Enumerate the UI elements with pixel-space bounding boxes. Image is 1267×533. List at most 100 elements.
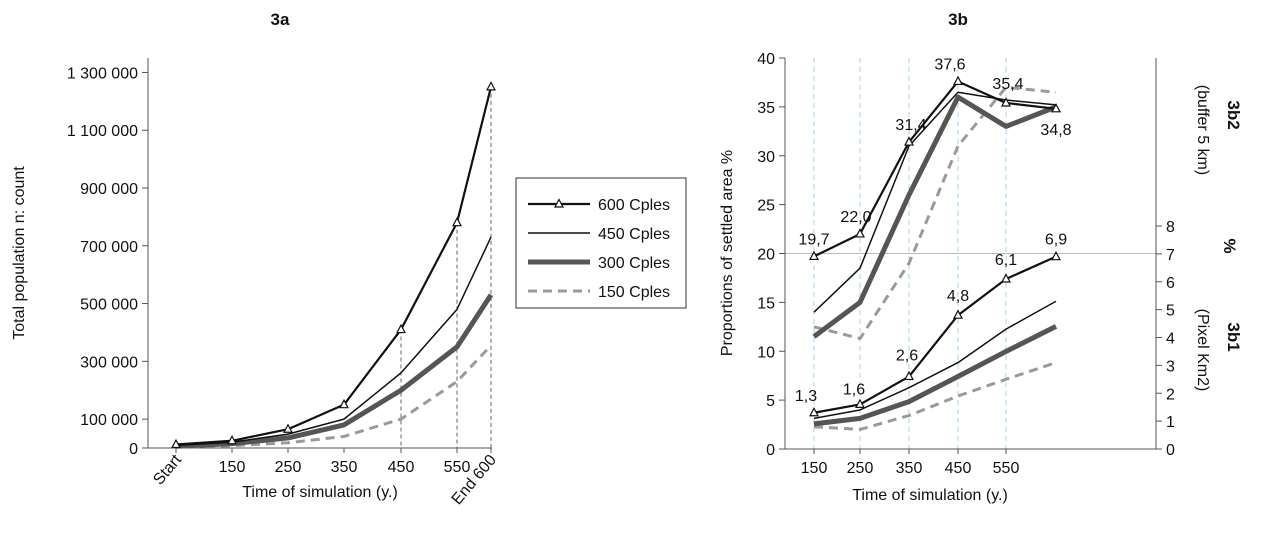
chart-3b-point-marker — [809, 250, 819, 261]
chart-3b-y-tick-label: 25 — [757, 198, 775, 215]
chart-3b1-data-label: 6,1 — [995, 252, 1017, 269]
chart-3b-b1-series-line — [813, 361, 1057, 431]
chart-3b-y-tick-label: 0 — [766, 442, 775, 459]
chart-3b-y-tick-label: 15 — [757, 295, 775, 312]
chart-3b-y-label: Proportions of settled area % — [719, 150, 736, 356]
chart-3a-point-marker — [486, 81, 496, 91]
chart-3b-x-tick-label: 150 — [801, 460, 828, 477]
chart-3b-y-tick-label: 30 — [757, 149, 775, 166]
chart-3a-x-tick-label: 350 — [331, 459, 358, 476]
chart-3b-point-marker — [904, 136, 914, 146]
legend-items: 600 Cples 450 Cples 300 Cples 150 Cples — [528, 197, 670, 301]
chart-3b-y2-tick-label: 4 — [1166, 331, 1175, 348]
chart-3b-y-tick-label: 35 — [757, 100, 775, 117]
chart-3a-series-line — [175, 344, 493, 449]
legend-label: 300 Cples — [598, 255, 670, 272]
chart-3a-y-tick-label: 100 000 — [80, 412, 138, 429]
chart-3a-y-tick-label: 1 300 000 — [67, 65, 138, 82]
chart-3b-point-marker — [1051, 250, 1061, 261]
chart-3b1-data-label: 4,8 — [947, 288, 969, 305]
chart-3b1-data-label: 2,6 — [896, 348, 918, 365]
chart-3b-point-marker — [855, 398, 865, 408]
chart-3b2-data-label: 31,4 — [895, 117, 926, 134]
legend: 600 Cples 450 Cples 300 Cples 150 Cples — [515, 177, 687, 309]
chart-3a-y-tick-label: 900 000 — [80, 181, 138, 198]
chart-3a-x-tick-label: Start — [150, 451, 185, 488]
chart-3a-point-marker — [283, 423, 293, 433]
chart-3b-title: 3b — [948, 10, 968, 29]
chart-3a-y-tick-label: 300 000 — [80, 354, 138, 371]
chart-3a-series-line — [175, 236, 492, 447]
chart-3b-y2-tick-label: 7 — [1166, 247, 1175, 264]
chart-3a-point-marker — [171, 438, 181, 449]
chart-3a-point-marker — [339, 398, 349, 409]
chart-3b2-data-label: 37,6 — [934, 56, 965, 73]
chart-3b-y-tick-label: 40 — [757, 51, 775, 68]
chart-3b-percent-label: % — [1220, 238, 1239, 253]
chart-3a-series — [171, 81, 496, 449]
chart-3b-point-marker — [953, 75, 963, 86]
chart-3b-y2-tick-label: 2 — [1166, 386, 1175, 403]
chart-3b-point-marker — [904, 370, 914, 381]
chart-3b-series — [809, 75, 1061, 431]
chart-3a-y-tick-label: 500 000 — [80, 297, 138, 314]
chart-3a-y-tick-label: 700 000 — [80, 239, 138, 256]
chart-3b-y2-tick-label: 6 — [1166, 275, 1175, 292]
chart-3a-series-line — [175, 293, 494, 449]
chart-3b-b2-series-line — [813, 80, 1057, 258]
chart-3b1-data-label: 6,9 — [1045, 232, 1067, 249]
chart-3a: 3a 0 100 000 300 000 500 000 700 000 900 000 1… — [11, 10, 500, 508]
chart-3b-b2-series-line — [813, 91, 1057, 313]
chart-3b-point-marker — [1001, 97, 1011, 107]
chart-3b-b2-series-line — [812, 94, 1057, 339]
chart-3b2-data-label: 35,4 — [992, 76, 1023, 93]
chart-3a-point-marker — [227, 435, 237, 445]
chart-3a-title: 3a — [271, 10, 290, 29]
chart-3b-x-tick-label: 350 — [896, 460, 923, 477]
chart-3a-y-label: Total population n: count — [11, 166, 28, 340]
chart-3a-x-label: Time of simulation (y.) — [242, 484, 398, 501]
chart-3b-point-marker — [1051, 103, 1061, 113]
chart-3b-x-label: Time of simulation (y.) — [852, 487, 1008, 504]
chart-3b-b1-series-line — [813, 324, 1058, 427]
chart-3b-b1-series-line — [813, 300, 1057, 420]
chart-3b-y-tick-label: 20 — [757, 247, 775, 264]
legend-marker — [554, 198, 564, 208]
chart-3b1-sublabel: (Pixel Km2) — [1194, 309, 1211, 392]
chart-3a-x-tick-label: 550 — [444, 459, 471, 476]
chart-3b-data-labels: 19,7 22,0 31,4 37,6 35,4 34,8 1,3 1,6 2,6 4,8 6,1 6… — [795, 56, 1072, 404]
chart-3b-y2-tick-label: 0 — [1166, 442, 1175, 459]
chart-3a-point-marker — [452, 216, 462, 227]
chart-3b-ticks: 0 5 10 15 20 25 30 35 40 0 1 2 3 4 5 6 7 8 150 250 350 450 550 — [757, 51, 1175, 477]
chart-3b-x-tick-label: 450 — [945, 460, 972, 477]
chart-3b2-data-label: 19,7 — [798, 231, 829, 248]
chart-3b-y-tick-label: 10 — [757, 344, 775, 361]
legend-label: 450 Cples — [598, 226, 670, 243]
chart-3b2-data-label: 34,8 — [1040, 122, 1071, 139]
chart-3a-point-marker — [396, 323, 406, 334]
chart-3b-b2-series-line — [813, 85, 1057, 341]
chart-3b-point-marker — [1001, 273, 1011, 283]
chart-3a-series-line — [175, 86, 493, 446]
chart-3b2-data-label: 22,0 — [840, 209, 871, 226]
chart-3b: 3b 0 5 10 15 20 25 30 35 40 0 1 2 3 4 5 6 7 8 150 250 350 450… — [719, 10, 1243, 504]
chart-3b-y2-tick-label: 5 — [1166, 303, 1175, 320]
chart-3b1-label: 3b1 — [1224, 322, 1243, 351]
legend-label: 150 Cples — [598, 284, 670, 301]
chart-3b-y2-tick-label: 3 — [1166, 358, 1175, 375]
chart-3b-b1-series-line — [813, 255, 1057, 414]
chart-3b2-sublabel: (buffer 5 km) — [1194, 85, 1211, 175]
chart-3a-y-tick-label: 0 — [129, 441, 138, 458]
chart-3b-x-tick-label: 250 — [847, 460, 874, 477]
chart-3b-grid — [785, 58, 1156, 449]
chart-3a-x-tick-label: 250 — [275, 459, 302, 476]
chart-3a-y-tick-label: 1 100 000 — [67, 123, 138, 140]
chart-3a-x-tick-label: 450 — [388, 459, 415, 476]
chart-3b1-data-label: 1,6 — [843, 381, 865, 398]
chart-3b1-data-label: 1,3 — [795, 388, 817, 405]
chart-3b-y2-tick-label: 1 — [1166, 414, 1175, 431]
chart-3b-point-marker — [809, 406, 819, 417]
chart-3b2-label: 3b2 — [1224, 100, 1243, 129]
